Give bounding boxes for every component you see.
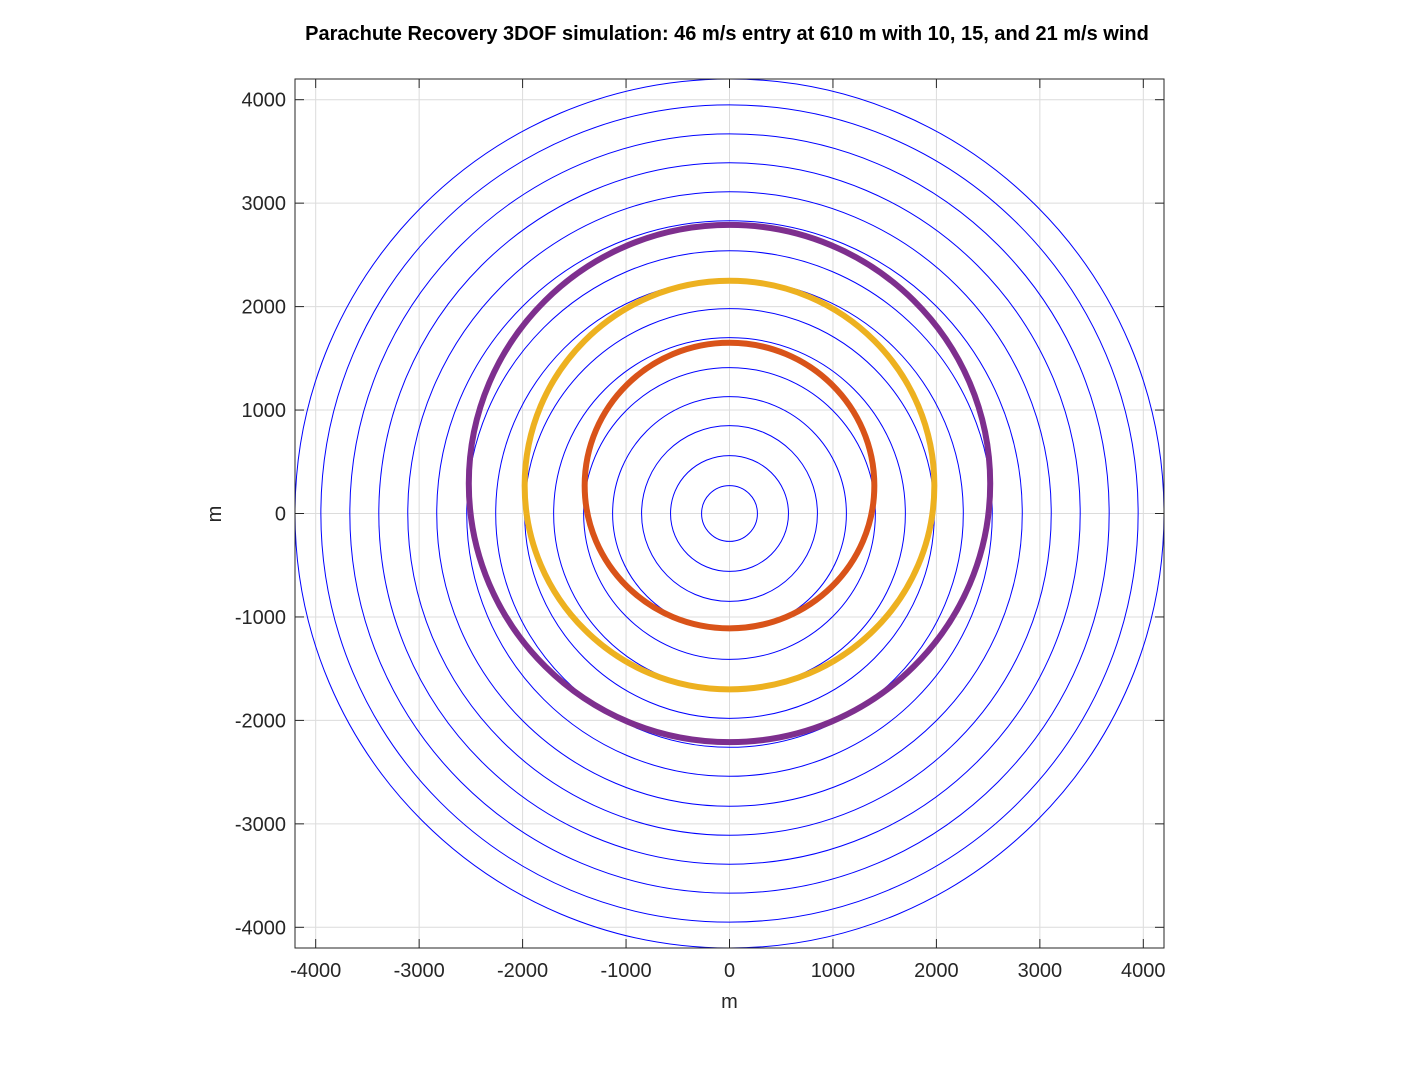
chart-title: Parachute Recovery 3DOF simulation: 46 m… — [305, 23, 1149, 45]
reference-ring-11 — [407, 191, 1052, 836]
x-tick-label-7: 3000 — [1018, 960, 1063, 982]
reference-ring-9 — [466, 250, 993, 777]
x-tick-labels: -4000 -3000 -2000 -1000 0 1000 2000 3000 4000 — [290, 960, 1165, 982]
x-tick-label-2: -2000 — [497, 960, 548, 982]
series-curve-3 — [465, 221, 994, 746]
x-tick-label-1: -3000 — [394, 960, 445, 982]
tick-marks — [295, 79, 1164, 948]
reference-ring-6 — [553, 337, 906, 690]
y-tick-label-2: -2000 — [235, 710, 286, 732]
y-tick-label-6: 2000 — [242, 297, 287, 319]
y-tick-label-8: 4000 — [242, 90, 287, 112]
x-tick-label-5: 1000 — [811, 960, 856, 982]
x-tick-label-6: 2000 — [914, 960, 959, 982]
x-tick-label-0: -4000 — [290, 960, 341, 982]
x-tick-label-8: 4000 — [1121, 960, 1166, 982]
reference-ring-5 — [583, 367, 876, 660]
y-axis-label: m — [204, 506, 226, 523]
reference-ring-13 — [349, 133, 1110, 894]
reference-ring-10 — [436, 220, 1023, 807]
y-tick-label-0: -4000 — [235, 917, 286, 939]
y-tick-label-3: -1000 — [235, 607, 286, 629]
x-axis-label: m — [721, 991, 738, 1013]
grid-y — [295, 99, 1164, 928]
y-tick-labels: -4000 -3000 -2000 -1000 0 1000 2000 3000 4000 — [235, 90, 286, 940]
series-curve-2 — [521, 277, 938, 693]
x-tick-label-4: 0 — [724, 960, 735, 982]
y-tick-label-7: 3000 — [242, 193, 287, 215]
series-curves — [465, 221, 994, 746]
series-curve-1 — [581, 339, 878, 632]
reference-ring-2 — [670, 455, 789, 572]
reference-ring-14 — [320, 104, 1139, 923]
y-tick-label-4: 0 — [275, 504, 286, 526]
x-tick-label-3: -1000 — [600, 960, 651, 982]
reference-ring-3 — [641, 425, 818, 602]
y-tick-label-5: 1000 — [242, 400, 287, 422]
y-tick-label-1: -3000 — [235, 814, 286, 836]
reference-ring-12 — [378, 162, 1081, 865]
reference-ring-1 — [701, 485, 758, 542]
